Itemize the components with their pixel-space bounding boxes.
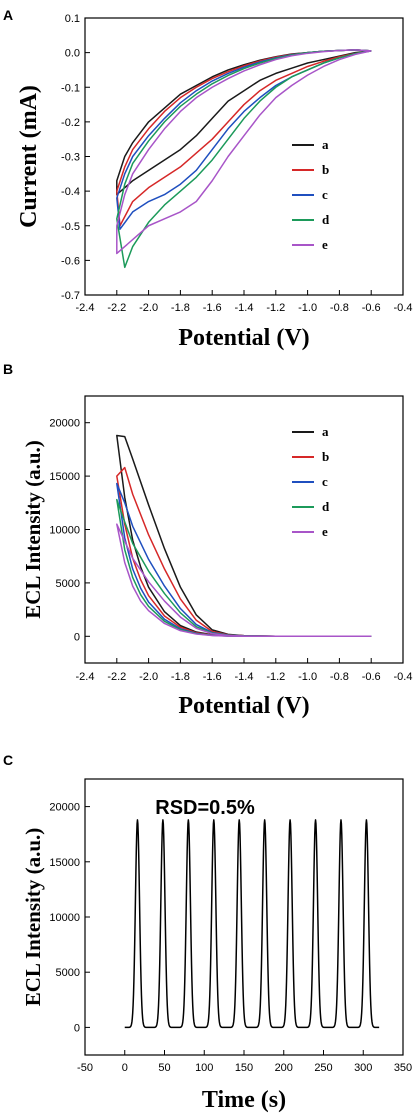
x-tick-label: -1.4 <box>235 302 254 314</box>
series-line-d <box>116 49 372 269</box>
x-tick-label: 50 <box>158 1062 170 1074</box>
legend-label-b: b <box>322 162 329 177</box>
legend-label-b: b <box>322 449 329 464</box>
series-line-a <box>116 434 372 638</box>
chart-panel-b: B -2.4 -2.2 -2.0 -1.8 -1.6 -1.4 -1.2 -1.0 -0.8 -0.… <box>3 361 412 719</box>
x-tick-label: 250 <box>314 1062 332 1074</box>
y-tick-label: -0.2 <box>61 117 80 129</box>
y-tick-label: 0.1 <box>65 13 80 25</box>
x-tick-label: -2.0 <box>139 302 158 314</box>
y-tick-label: -0.4 <box>61 186 80 198</box>
series-line-e <box>116 523 372 638</box>
series-line-c <box>116 49 372 230</box>
y-tick-label: 5000 <box>56 967 80 979</box>
y-tick-label: -0.1 <box>61 82 80 94</box>
legend-label-a: a <box>322 137 329 152</box>
x-tick-label: 300 <box>354 1062 372 1074</box>
x-tick-label: 200 <box>275 1062 293 1074</box>
x-tick-label: -50 <box>77 1062 93 1074</box>
y-tick-label: 0.0 <box>65 48 80 60</box>
legend-label-c: c <box>322 474 328 489</box>
chart-panel-a: A -2.4 -2.2 -2.0 -1.8 -1.6 -1.4 -1.2 -1.0 -0.8 -0.… <box>3 7 412 351</box>
plot-frame <box>84 395 404 664</box>
x-tick-label: -0.8 <box>330 671 349 683</box>
legend-label-d: d <box>322 499 330 514</box>
x-tick-label: -2.4 <box>76 671 95 683</box>
legend-label-c: c <box>322 187 328 202</box>
x-tick-label: -1.6 <box>203 302 222 314</box>
legend-label-d: d <box>322 212 330 227</box>
x-tick-label: -0.8 <box>330 302 349 314</box>
x-tick-label: -2.0 <box>139 671 158 683</box>
x-tick-label: -1.8 <box>171 302 190 314</box>
x-tick-label: 350 <box>394 1062 412 1074</box>
y-tick-label: 10000 <box>49 912 80 924</box>
x-tick-label: -1.0 <box>298 671 317 683</box>
x-tick-label: -1.2 <box>266 302 285 314</box>
x-tick-label: -1.0 <box>298 302 317 314</box>
y-tick-label: 15000 <box>49 857 80 869</box>
panel-letter: C <box>3 752 13 768</box>
x-tick-label: 0 <box>122 1062 128 1074</box>
x-tick-label: -2.2 <box>107 671 126 683</box>
x-tick-label: -0.6 <box>362 302 381 314</box>
legend-label-e: e <box>322 524 328 539</box>
y-axis-title: ECL Intensity (a.u.) <box>21 440 45 619</box>
y-tick-label: 20000 <box>49 418 80 430</box>
legend-label-a: a <box>322 424 329 439</box>
x-tick-label: -0.4 <box>394 302 413 314</box>
x-tick-label: -1.2 <box>266 671 285 683</box>
y-tick-label: 5000 <box>56 578 80 590</box>
chart-panel-c: C -50 0 50 100 150 200 250 300 350 20000 15000 10000… <box>3 752 412 1113</box>
x-axis-title: Time (s) <box>202 1087 286 1113</box>
y-tick-label: 15000 <box>49 471 80 483</box>
rsd-annotation: RSD=0.5% <box>155 797 255 819</box>
y-axis-title: Current (mA) <box>16 85 42 228</box>
x-tick-label: -1.6 <box>203 671 222 683</box>
x-tick-label: -0.6 <box>362 671 381 683</box>
y-tick-label: 20000 <box>49 802 80 814</box>
x-axis-title: Potential (V) <box>178 693 309 719</box>
x-axis-title: Potential (V) <box>178 325 309 351</box>
panel-letter: B <box>3 361 13 377</box>
series-line-pulse <box>124 819 380 1029</box>
x-tick-label: -2.4 <box>76 302 95 314</box>
y-tick-label: 0 <box>74 631 80 643</box>
y-tick-label: 10000 <box>49 525 80 537</box>
y-tick-label: -0.7 <box>61 290 80 302</box>
y-tick-label: -0.3 <box>61 152 80 164</box>
y-tick-label: -0.5 <box>61 221 80 233</box>
panel-letter: A <box>3 7 13 23</box>
x-tick-label: -1.8 <box>171 671 190 683</box>
x-tick-label: -1.4 <box>235 671 254 683</box>
x-tick-label: -0.4 <box>394 671 413 683</box>
x-tick-label: 150 <box>235 1062 253 1074</box>
series-line-b <box>116 466 372 638</box>
y-tick-label: -0.6 <box>61 255 80 267</box>
x-tick-label: -2.2 <box>107 302 126 314</box>
series-line-e <box>116 49 372 255</box>
y-tick-label: 0 <box>74 1022 80 1034</box>
x-tick-label: 100 <box>195 1062 213 1074</box>
legend-label-e: e <box>322 237 328 252</box>
y-axis-title: ECL Intensity (a.u.) <box>21 828 45 1007</box>
